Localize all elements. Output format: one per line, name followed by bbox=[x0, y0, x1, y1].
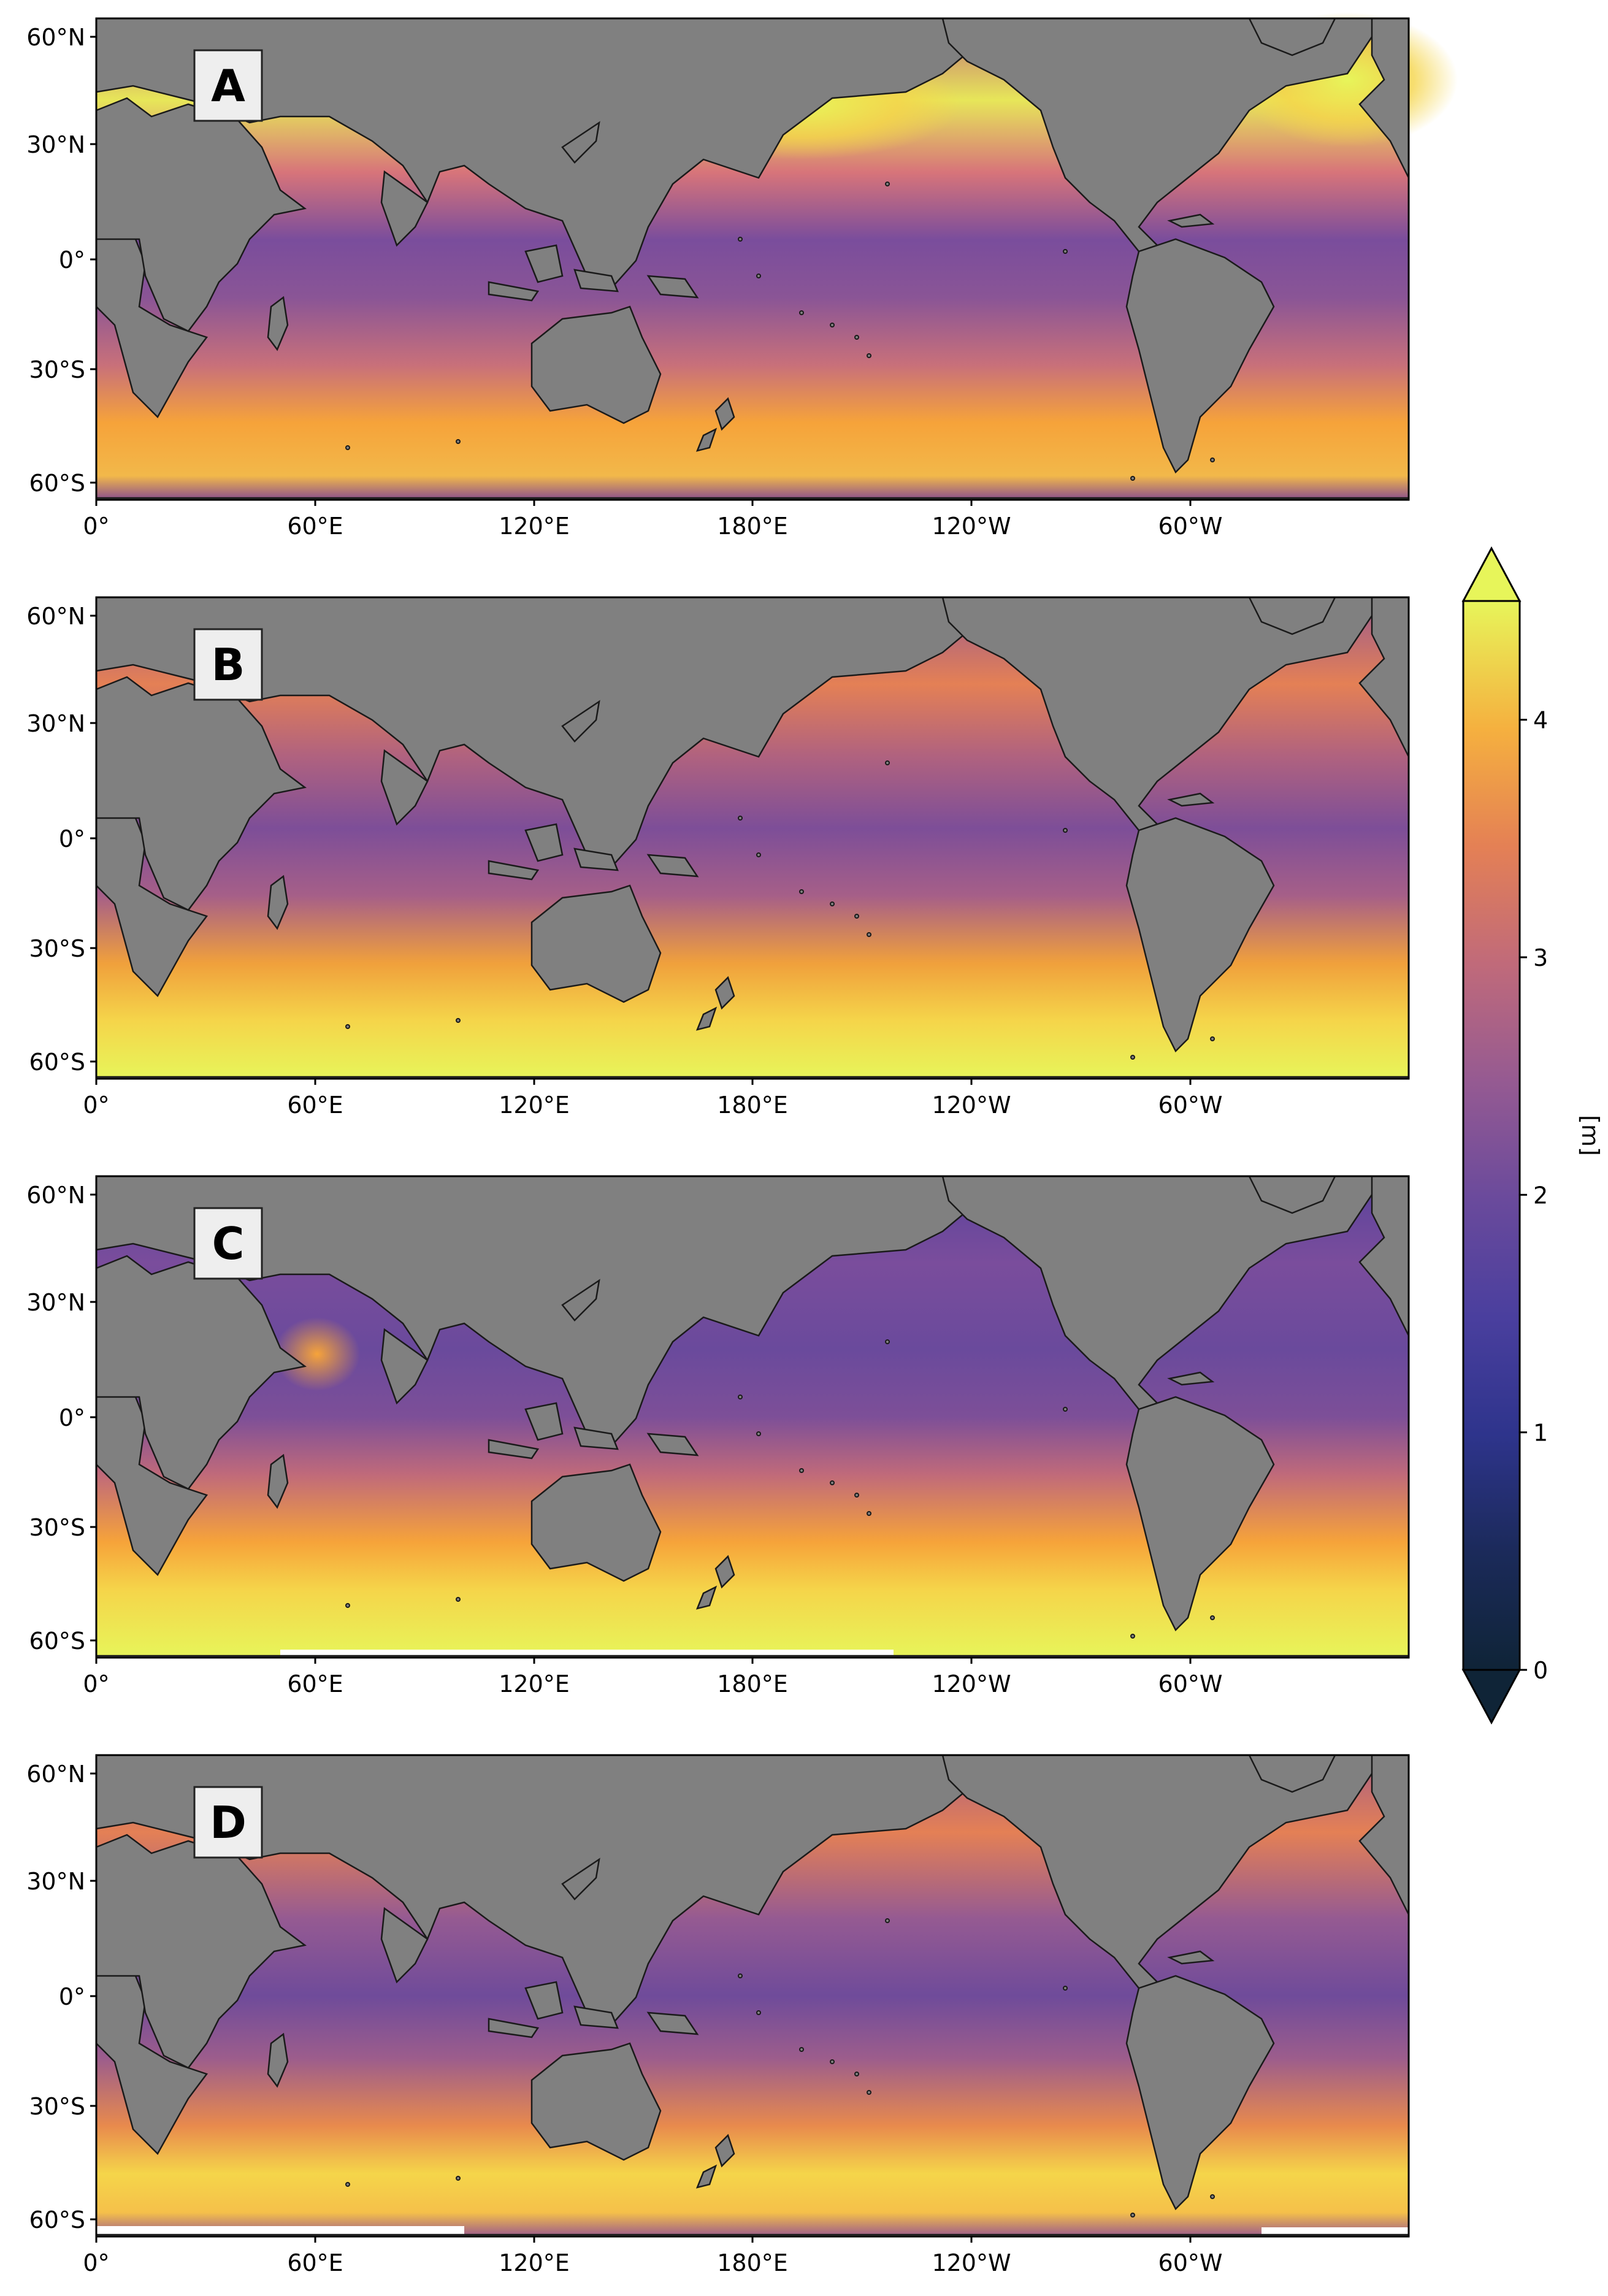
y-tick-label: 30°S bbox=[29, 1514, 85, 1541]
y-tick-label: 60°S bbox=[29, 470, 85, 497]
y-tick-label: 60°S bbox=[29, 1049, 85, 1076]
colorbar-ramp bbox=[1463, 601, 1520, 1670]
panel-letter: B bbox=[212, 639, 245, 691]
y-tick-label: 60°S bbox=[29, 2206, 85, 2233]
colorbar-frame bbox=[1462, 600, 1521, 1671]
y-tick-label: 30°S bbox=[29, 935, 85, 962]
panel-a: A 60°N 30°N 0° 30°S 60°S 0° 60°E 120°E 180°E 120°W… bbox=[26, 12, 1458, 540]
x-tick-label: 120°W bbox=[932, 513, 1011, 540]
y-tick-label: 30°N bbox=[26, 1289, 85, 1316]
colorbar-tick-label: 2 bbox=[1533, 1182, 1548, 1209]
panel-label: A bbox=[193, 49, 263, 122]
x-tick-label: 0° bbox=[83, 513, 109, 540]
x-tick-label: 60°W bbox=[1158, 513, 1223, 540]
colorbar-tick-label: 4 bbox=[1533, 707, 1548, 734]
x-tick-label: 120°E bbox=[499, 513, 570, 540]
colorbar-max-extend bbox=[1461, 546, 1522, 602]
y-tick-label: 0° bbox=[59, 825, 85, 852]
y-tick-label: 60°N bbox=[26, 603, 85, 630]
x-tick-label: 120°E bbox=[499, 1092, 570, 1119]
x-tick-label: 60°W bbox=[1158, 2249, 1223, 2276]
y-tick-label: 60°N bbox=[26, 1761, 85, 1788]
y-tick-label: 30°N bbox=[26, 131, 85, 158]
colorbar-label: [m] bbox=[1577, 1115, 1604, 1156]
y-tick-label: 30°N bbox=[26, 710, 85, 737]
y-tick-label: 30°N bbox=[26, 1868, 85, 1895]
colorbar-tick-label: 0 bbox=[1533, 1657, 1548, 1684]
x-tick-label: 120°E bbox=[499, 1670, 570, 1697]
x-tick-label: 60°E bbox=[287, 513, 343, 540]
panel-letter: A bbox=[211, 60, 245, 112]
x-tick-label: 0° bbox=[83, 1670, 109, 1697]
colorbar-tick-label: 1 bbox=[1533, 1420, 1548, 1447]
y-tick-label: 30°S bbox=[29, 2093, 85, 2120]
x-tick-label: 120°W bbox=[932, 1670, 1011, 1697]
x-tick-label: 120°W bbox=[932, 1092, 1011, 1119]
x-tick-label: 60°E bbox=[287, 1670, 343, 1697]
panel-letter: C bbox=[212, 1218, 245, 1269]
y-tick-label: 60°S bbox=[29, 1628, 85, 1655]
colorbar: 0 1 2 3 4 [m] bbox=[1461, 546, 1604, 1725]
colorbar-min-extend bbox=[1461, 1669, 1522, 1725]
y-tick-label: 0° bbox=[59, 247, 85, 274]
x-tick-label: 120°W bbox=[932, 2249, 1011, 2276]
y-tick-label: 30°S bbox=[29, 356, 85, 383]
panel-d: D 60°N 30°N 0° 30°S 60°S 0° 60°E 120°E 180°E 120°W… bbox=[26, 1754, 1410, 2276]
colorbar-tick-label: 3 bbox=[1533, 944, 1548, 971]
y-tick-label: 60°N bbox=[26, 1182, 85, 1209]
map-panels: A 60°N 30°N 0° 30°S 60°S 0° 60°E 120°E 180°E 120°W… bbox=[26, 12, 1458, 2276]
x-tick-label: 180°E bbox=[717, 1670, 788, 1697]
x-tick-label: 180°E bbox=[717, 2249, 788, 2276]
panel-label: B bbox=[193, 628, 263, 701]
x-tick-label: 180°E bbox=[717, 1092, 788, 1119]
x-tick-label: 180°E bbox=[717, 513, 788, 540]
y-tick-label: 0° bbox=[59, 1983, 85, 2010]
panel-letter: D bbox=[210, 1797, 247, 1848]
panel-b: B 60°N 30°N 0° 30°S 60°S 0° 60°E 120°E 180°E 120°W… bbox=[26, 596, 1410, 1119]
x-tick-label: 0° bbox=[83, 1092, 109, 1119]
x-tick-label: 60°W bbox=[1158, 1670, 1223, 1697]
x-tick-label: 60°E bbox=[287, 2249, 343, 2276]
x-tick-label: 60°W bbox=[1158, 1092, 1223, 1119]
y-tick-label: 60°N bbox=[26, 24, 85, 51]
x-tick-label: 60°E bbox=[287, 1092, 343, 1119]
panel-label: C bbox=[193, 1207, 263, 1280]
arabian-sea-maximum bbox=[274, 1317, 360, 1391]
panel-c: C 60°N 30°N 0° 30°S 60°S 0° 60°E 120°E 180°E 120°W… bbox=[26, 1175, 1410, 1697]
x-tick-label: 0° bbox=[83, 2249, 109, 2276]
x-tick-label: 120°E bbox=[499, 2249, 570, 2276]
y-tick-label: 0° bbox=[59, 1404, 85, 1431]
panel-label: D bbox=[193, 1786, 263, 1859]
